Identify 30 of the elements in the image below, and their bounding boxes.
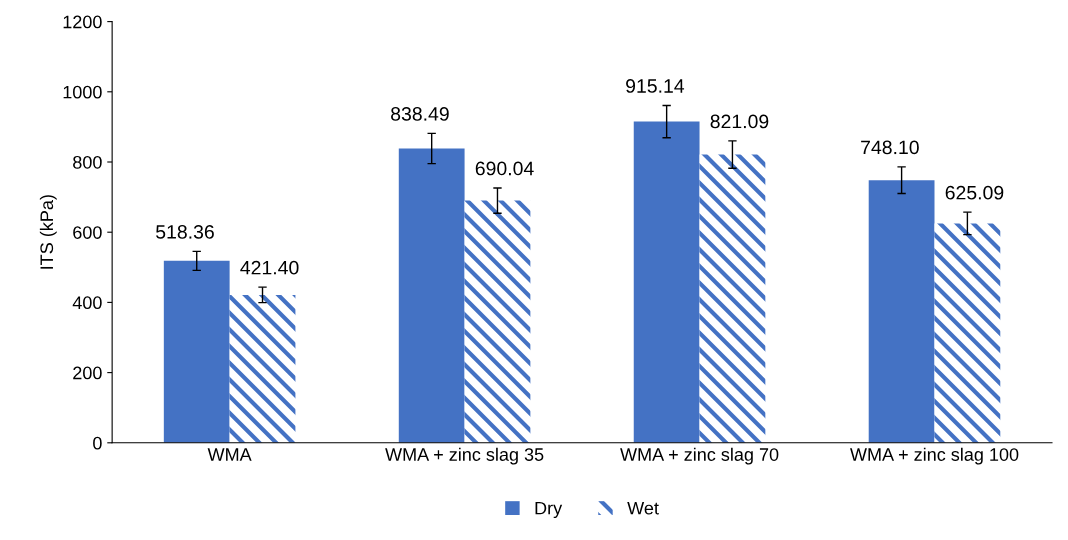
- legend-label: Wet: [627, 501, 659, 515]
- bar: [934, 223, 1001, 443]
- y-tick-label: 1000: [63, 85, 102, 99]
- y-tick-label: 200: [73, 366, 102, 380]
- bar: [229, 294, 296, 443]
- y-axis-title: ITS (kPa): [39, 195, 57, 269]
- y-tick-label: 800: [73, 155, 102, 169]
- x-tick-label: WMA + zinc slag 35: [385, 447, 544, 465]
- bar: [398, 148, 465, 443]
- data-label: 748.10: [861, 140, 919, 155]
- y-tick-label: 0: [93, 436, 102, 450]
- data-label: 690.04: [475, 161, 534, 176]
- bar: [464, 200, 531, 443]
- bar: [633, 121, 700, 443]
- y-tick-label: 400: [72, 296, 102, 310]
- x-tick-label: WMA + zinc slag 70: [620, 447, 779, 465]
- legend-label: Dry: [535, 501, 563, 519]
- data-label: 421.40: [240, 260, 299, 275]
- bar: [868, 180, 935, 443]
- data-label: 518.36: [156, 224, 214, 239]
- data-label: 915.14: [626, 79, 685, 93]
- bar: [163, 260, 230, 443]
- data-label: 821.09: [710, 114, 769, 129]
- y-tick-label: 600: [73, 226, 102, 239]
- y-tick-label: 1200: [63, 15, 102, 29]
- bar: [699, 154, 766, 443]
- x-tick-label: WMA: [207, 448, 252, 461]
- data-label: 838.49: [391, 107, 449, 121]
- data-label: 625.09: [945, 185, 1004, 200]
- x-tick-label: WMA + zinc slag 100: [850, 447, 1019, 465]
